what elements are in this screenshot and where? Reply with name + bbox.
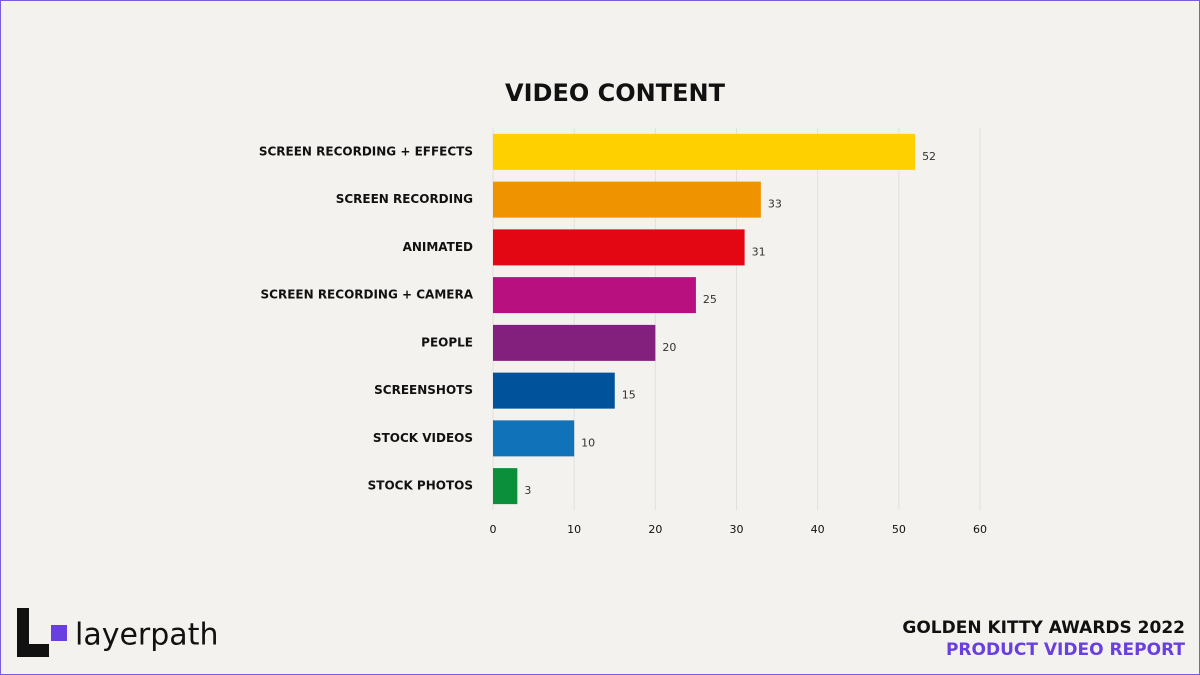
category-label: STOCK PHOTOS [368,479,473,493]
bar [493,420,575,457]
category-label: SCREENSHOTS [374,383,473,397]
footer-title: GOLDEN KITTY AWARDS 2022 [902,618,1185,638]
footer-subtitle: PRODUCT VIDEO REPORT [946,640,1185,660]
x-tick-label: 50 [892,523,906,536]
bar [493,133,916,170]
x-tick-label: 20 [648,523,662,536]
value-label: 20 [662,341,676,354]
category-label: SCREEN RECORDING + CAMERA [261,288,474,302]
value-label: 31 [752,245,766,258]
bar [493,372,615,409]
chart-title: VIDEO CONTENT [505,79,726,107]
category-label: STOCK VIDEOS [373,431,473,445]
value-label: 15 [622,389,636,402]
value-label: 10 [581,436,595,449]
bar [493,324,656,361]
value-label: 52 [922,150,936,163]
x-tick-label: 10 [567,523,581,536]
x-tick-label: 60 [973,523,987,536]
bar [493,181,761,218]
bar [493,229,745,266]
value-label: 3 [524,484,531,497]
category-label: PEOPLE [421,335,473,349]
x-tick-label: 40 [811,523,825,536]
category-label: ANIMATED [403,240,473,254]
logo-mark [17,608,49,657]
category-label: SCREEN RECORDING + EFFECTS [259,144,473,158]
bar [493,468,518,505]
brand: layerpath [75,618,218,653]
value-label: 33 [768,198,782,211]
x-tick-label: 0 [490,523,497,536]
logo-square [51,625,67,641]
x-tick-label: 30 [730,523,744,536]
bar [493,277,696,314]
logo: layerpath [17,608,218,657]
category-label: SCREEN RECORDING [336,192,473,206]
value-label: 25 [703,293,717,306]
